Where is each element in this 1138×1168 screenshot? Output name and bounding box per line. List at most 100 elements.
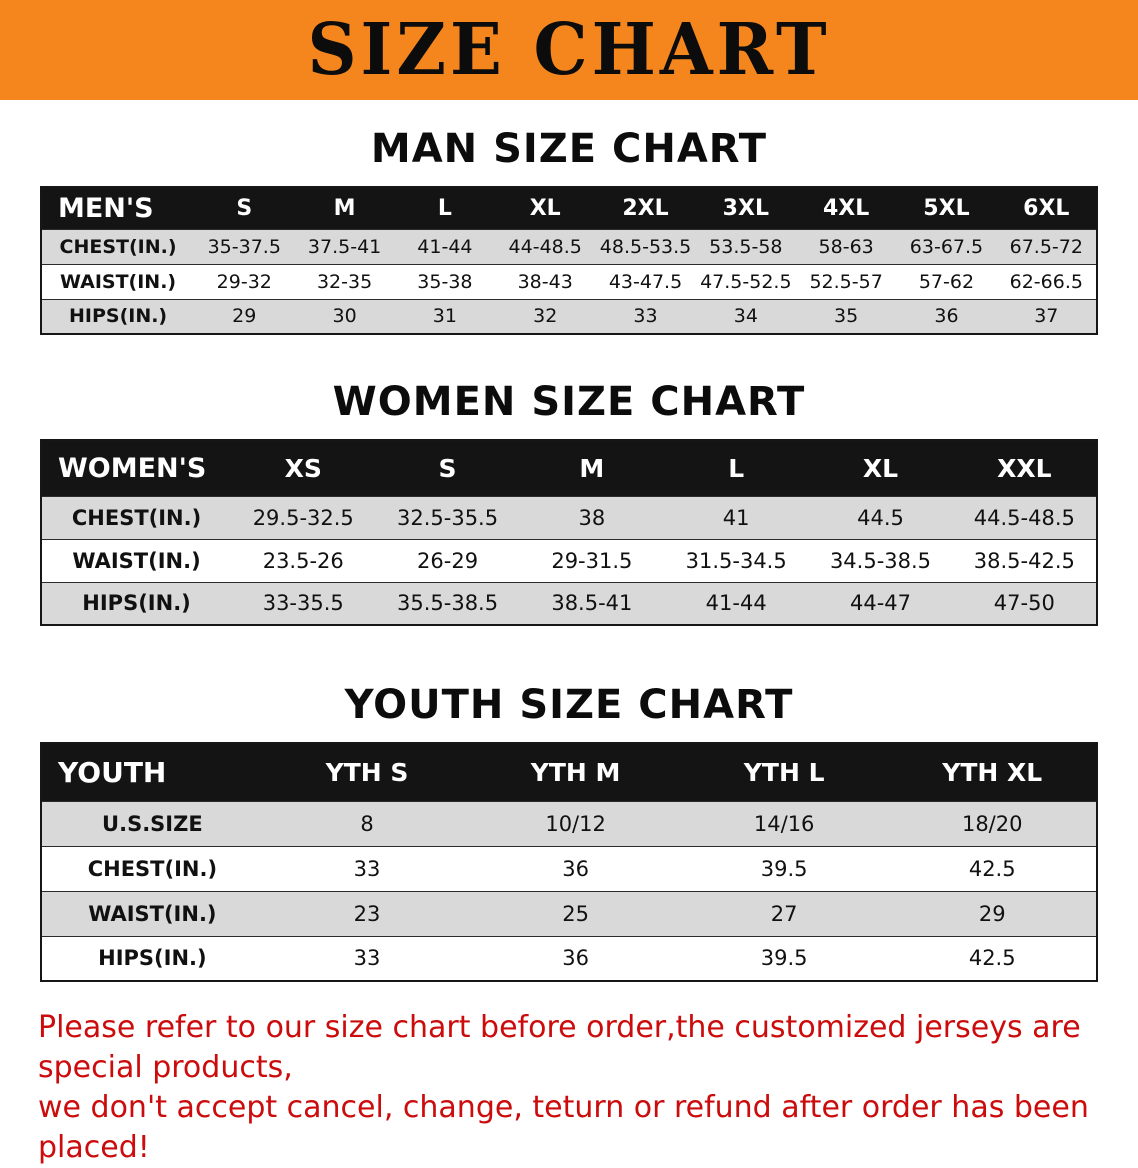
measurement-value-cell: 35.5-38.5 xyxy=(397,591,499,616)
measurement-value-cell: 31.5-34.5 xyxy=(685,548,787,573)
row-label-cell: CHEST(IN.) xyxy=(87,856,218,881)
measurement-value-cell: 27 xyxy=(770,901,798,926)
section-title-women: WOMEN SIZE CHART xyxy=(332,379,806,425)
table-group-label-cell: WOMEN'S xyxy=(41,440,232,496)
measurement-value-cell: 43-47.5 xyxy=(608,270,683,293)
measurement-value-cell: 30 xyxy=(332,305,357,328)
measurement-value-cell: 33 xyxy=(353,856,381,881)
size-header-cell: 2XL xyxy=(595,187,696,229)
size-header-cell: XL xyxy=(808,440,953,496)
size-charts-container: MAN SIZE CHART MEN'S S M L XL 2XL 3XL 4XL 5XL 6XL… xyxy=(0,126,1138,1168)
section-youth: YOUTH SIZE CHART YOUTH YTH S YTH M YTH L YTH… xyxy=(0,682,1138,982)
measurement-row: U.S.SIZE 8 10/12 14/16 18/20 xyxy=(41,801,1097,846)
measurement-row: CHEST(IN.) 33 36 39.5 42.5 xyxy=(41,846,1097,891)
page-title: SIZE CHART xyxy=(307,8,831,92)
measurement-value-cell: 35 xyxy=(834,305,859,328)
row-label-cell: CHEST(IN.) xyxy=(71,505,202,530)
measurement-value-cell: 38.5-42.5 xyxy=(973,548,1075,573)
row-label-cell: WAIST(IN.) xyxy=(72,548,201,573)
measurement-value-cell: 10/12 xyxy=(545,811,606,836)
measurement-value-cell: 52.5-57 xyxy=(809,270,883,293)
measurement-value-cell: 33-35.5 xyxy=(262,591,344,616)
size-header-cell: S xyxy=(194,187,295,229)
measurement-row: HIPS(IN.) 33-35.5 35.5-38.5 38.5-41 41-44 44-… xyxy=(41,582,1097,625)
youth-size-table: YOUTH YTH S YTH M YTH L YTH XL U.S.SIZE 8 10/12… xyxy=(40,742,1098,982)
size-header-cell: M xyxy=(294,187,395,229)
measurement-value-cell: 29.5-32.5 xyxy=(252,505,354,530)
measurement-value-cell: 42.5 xyxy=(968,856,1016,881)
row-label-cell: WAIST(IN.) xyxy=(60,270,177,293)
measurement-value-cell: 35-37.5 xyxy=(207,235,281,258)
measurement-value-cell: 67.5-72 xyxy=(1009,235,1083,258)
section-title-men: MAN SIZE CHART xyxy=(370,126,768,172)
size-header-cell: YTH M xyxy=(471,743,680,801)
measurement-value-cell: 62-66.5 xyxy=(1009,270,1083,293)
measurement-row: WAIST(IN.) 23 25 27 29 xyxy=(41,891,1097,936)
measurement-value-cell: 29-32 xyxy=(216,270,272,293)
measurement-value-cell: 41 xyxy=(722,505,750,530)
size-header-cell: YTH S xyxy=(262,743,472,801)
disclaimer-line-2: we don't accept cancel, change, teturn o… xyxy=(38,1089,1089,1165)
measurement-value-cell: 31 xyxy=(432,305,457,328)
measurement-value-cell: 32.5-35.5 xyxy=(397,505,499,530)
measurement-value-cell: 47.5-52.5 xyxy=(700,270,792,293)
measurement-value-cell: 32 xyxy=(533,305,558,328)
measurement-value-cell: 25 xyxy=(562,901,589,926)
size-header-cell: 4XL xyxy=(795,187,897,229)
measurement-value-cell: 29-31.5 xyxy=(551,548,633,573)
measurement-row: CHEST(IN.) 35-37.5 37.5-41 41-44 44-48.5 48.5… xyxy=(41,229,1097,264)
men-size-table: MEN'S S M L XL 2XL 3XL 4XL 5XL 6XL CHEST(IN.) 35-37… xyxy=(40,186,1098,335)
measurement-value-cell: 38-43 xyxy=(517,270,573,293)
measurement-value-cell: 32-35 xyxy=(316,270,373,293)
disclaimer-line-1: Please refer to our size chart before or… xyxy=(38,1010,1081,1085)
measurement-value-cell: 58-63 xyxy=(818,235,874,258)
size-header-cell: YTH L xyxy=(679,743,889,801)
measurement-value-cell: 44-48.5 xyxy=(508,235,582,258)
measurement-value-cell: 33 xyxy=(633,305,658,328)
measurement-value-cell: 39.5 xyxy=(760,856,808,881)
size-header-cell: XXL xyxy=(952,440,1097,496)
measurement-value-cell: 37.5-41 xyxy=(307,235,382,258)
section-men: MAN SIZE CHART MEN'S S M L XL 2XL 3XL 4XL 5XL 6XL… xyxy=(0,126,1138,335)
section-title-youth: YOUTH SIZE CHART xyxy=(344,682,794,728)
measurement-value-cell: 35-38 xyxy=(417,270,473,293)
size-header-cell: M xyxy=(519,440,665,496)
measurement-value-cell: 41-44 xyxy=(705,591,767,616)
size-header-cell: YTH XL xyxy=(888,743,1097,801)
measurement-value-cell: 44.5-48.5 xyxy=(973,505,1075,530)
size-header-cell: XL xyxy=(495,187,596,229)
row-label-cell: CHEST(IN.) xyxy=(59,235,177,258)
measurement-value-cell: 53.5-58 xyxy=(709,235,783,258)
measurement-value-cell: 48.5-53.5 xyxy=(599,235,692,258)
size-header-cell: S xyxy=(375,440,520,496)
measurement-value-cell: 34 xyxy=(733,305,758,328)
measurement-value-cell: 47-50 xyxy=(993,591,1055,616)
size-header-cell: 5XL xyxy=(896,187,997,229)
table-header-row: MEN'S S M L XL 2XL 3XL 4XL 5XL 6XL xyxy=(41,187,1097,229)
table-header-row: WOMEN'S XS S M L XL XXL xyxy=(41,440,1097,496)
size-header-cell: L xyxy=(664,440,809,496)
measurement-value-cell: 14/16 xyxy=(753,811,815,836)
size-header-cell: 3XL xyxy=(695,187,796,229)
measurement-value-cell: 42.5 xyxy=(968,946,1016,971)
measurement-row: HIPS(IN.) 33 36 39.5 42.5 xyxy=(41,936,1097,981)
measurement-value-cell: 29 xyxy=(978,901,1006,926)
table-group-label-cell: MEN'S xyxy=(41,187,195,229)
measurement-row: WAIST(IN.) 29-32 32-35 35-38 38-43 43-47.5 47.… xyxy=(41,264,1097,299)
measurement-value-cell: 57-62 xyxy=(918,270,975,293)
measurement-value-cell: 34.5-38.5 xyxy=(829,548,932,573)
size-header-cell: 6XL xyxy=(996,187,1097,229)
measurement-row: HIPS(IN.) 29 30 31 32 33 34 35 36 37 xyxy=(41,299,1097,334)
measurement-value-cell: 8 xyxy=(360,811,374,836)
measurement-value-cell: 41-44 xyxy=(417,235,473,258)
measurement-value-cell: 33 xyxy=(353,946,381,971)
row-label-cell: HIPS(IN.) xyxy=(68,305,168,328)
size-header-cell: L xyxy=(394,187,496,229)
measurement-value-cell: 26-29 xyxy=(417,548,479,573)
row-label-cell: HIPS(IN.) xyxy=(82,591,191,616)
measurement-value-cell: 44.5 xyxy=(857,505,904,530)
section-women: WOMEN SIZE CHART WOMEN'S XS S M L XL XXL CHEST(… xyxy=(0,379,1138,626)
measurement-value-cell: 23.5-26 xyxy=(262,548,344,573)
disclaimer-text: Please refer to our size chart before or… xyxy=(38,1008,1118,1168)
women-size-table: WOMEN'S XS S M L XL XXL CHEST(IN.) 29.5-32.5 32.5… xyxy=(40,439,1098,626)
